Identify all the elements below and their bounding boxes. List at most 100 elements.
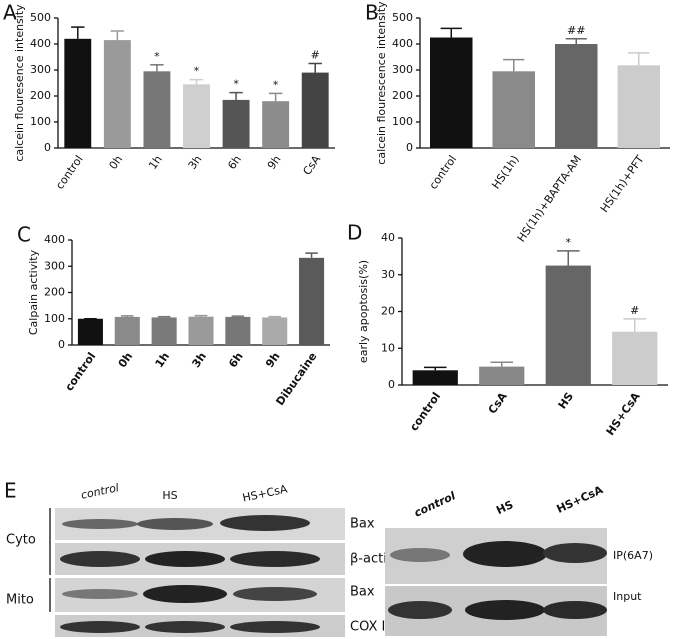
annotation: #: [311, 49, 320, 62]
x-tick-label: 0h: [107, 153, 126, 172]
y-tick-label: 100: [44, 312, 65, 325]
y-tick-label: 0: [406, 141, 413, 154]
x-tick-label: 3h: [189, 350, 209, 370]
y-tick-label: 300: [392, 63, 413, 76]
x-tick-label: HS(1h)+BAPTA-AM: [515, 153, 585, 245]
annotation: *: [194, 65, 200, 78]
bar: [492, 71, 535, 148]
bar: [299, 257, 325, 345]
x-tick-label: HS(1h)+PFT: [598, 153, 647, 215]
y-axis-label: calcein flourescence intensity: [375, 1, 388, 165]
bar: [222, 99, 250, 148]
x-tick-label: 6h: [226, 350, 246, 370]
bar: [64, 38, 92, 148]
y-tick-label: 500: [30, 11, 51, 24]
bar: [103, 40, 131, 148]
blot-band: [230, 621, 320, 633]
x-tick-label: control: [407, 390, 443, 433]
y-tick-label: 400: [44, 233, 65, 246]
x-tick-label: 9h: [265, 153, 284, 172]
row-label: Input: [613, 590, 642, 603]
row-label: IP(6A7): [613, 549, 653, 562]
bar: [188, 316, 214, 345]
x-tick-label: 1h: [153, 350, 173, 370]
y-tick-label: 200: [44, 286, 65, 299]
y-axis-label: Calpain activity: [27, 249, 40, 335]
y-tick-label: 300: [44, 259, 65, 272]
left-blot: [55, 508, 345, 637]
blot-band: [465, 600, 545, 620]
bar: [545, 265, 591, 385]
bar: [612, 331, 658, 385]
x-tick-label: control: [63, 350, 99, 393]
bar: [225, 316, 251, 345]
bar: [430, 37, 473, 148]
bar: [262, 317, 288, 345]
row-label: COX Ⅳ: [350, 620, 394, 635]
panel-letter: C: [17, 223, 31, 247]
blot-band: [230, 551, 320, 567]
column-label: HS: [162, 489, 177, 502]
row-label: Bax: [350, 517, 375, 532]
y-tick-label: 10: [381, 341, 395, 354]
bar: [301, 72, 329, 148]
x-tick-label: CsA: [486, 390, 510, 417]
y-tick-label: 400: [30, 37, 51, 50]
bar: [143, 71, 171, 148]
panel-letter: E: [4, 479, 17, 503]
blot-band: [145, 621, 225, 633]
blot-band: [390, 548, 450, 562]
column-label: HS+CsA: [241, 482, 289, 504]
y-axis-label: early apoptosis(%): [357, 260, 370, 363]
bar: [555, 44, 598, 148]
y-tick-label: 100: [392, 115, 413, 128]
x-tick-label: CsA: [300, 153, 323, 178]
x-tick-label: HS: [556, 390, 577, 412]
blot-band: [220, 515, 310, 531]
y-tick-label: 300: [30, 63, 51, 76]
y-tick-label: 20: [381, 305, 395, 318]
bar: [262, 101, 290, 148]
bar: [77, 318, 103, 345]
group-label: Cyto: [6, 533, 36, 548]
annotation: *: [273, 78, 279, 91]
row-label: β-actin: [350, 552, 395, 567]
bar: [114, 316, 140, 345]
x-tick-label: 9h: [263, 350, 283, 370]
y-axis-label: calcein flouresence intensity: [13, 4, 26, 162]
y-tick-label: 100: [30, 115, 51, 128]
y-tick-label: 500: [392, 11, 413, 24]
blot-band: [143, 585, 227, 603]
y-tick-label: 0: [58, 338, 65, 351]
blot-band: [543, 543, 607, 563]
bar: [617, 65, 660, 148]
y-tick-label: 0: [388, 378, 395, 391]
annotation: *: [154, 50, 160, 63]
x-tick-label: 6h: [225, 153, 244, 172]
group-label: Mito: [6, 593, 34, 608]
y-tick-label: 200: [30, 89, 51, 102]
right-blot: [385, 528, 607, 636]
annotation: *: [566, 236, 572, 249]
blot-band: [62, 519, 138, 529]
blot-band: [388, 601, 452, 619]
bar: [479, 366, 525, 385]
x-tick-label: HS+CsA: [604, 390, 643, 438]
column-label: HS+CsA: [555, 483, 606, 516]
annotation: *: [233, 78, 239, 91]
panel-letter: D: [347, 221, 362, 245]
column-label: control: [80, 481, 120, 502]
blot-band: [463, 541, 547, 567]
annotation: ##: [567, 24, 585, 37]
x-tick-label: 3h: [186, 153, 205, 172]
column-label: HS: [494, 498, 515, 517]
blot-band: [60, 551, 140, 567]
y-tick-label: 400: [392, 37, 413, 50]
y-tick-label: 30: [381, 268, 395, 281]
panel-letter: B: [365, 1, 379, 25]
column-label: control: [412, 489, 458, 519]
annotation: #: [630, 304, 639, 317]
x-tick-label: control: [427, 153, 460, 192]
x-tick-label: HS(1h): [489, 153, 521, 191]
